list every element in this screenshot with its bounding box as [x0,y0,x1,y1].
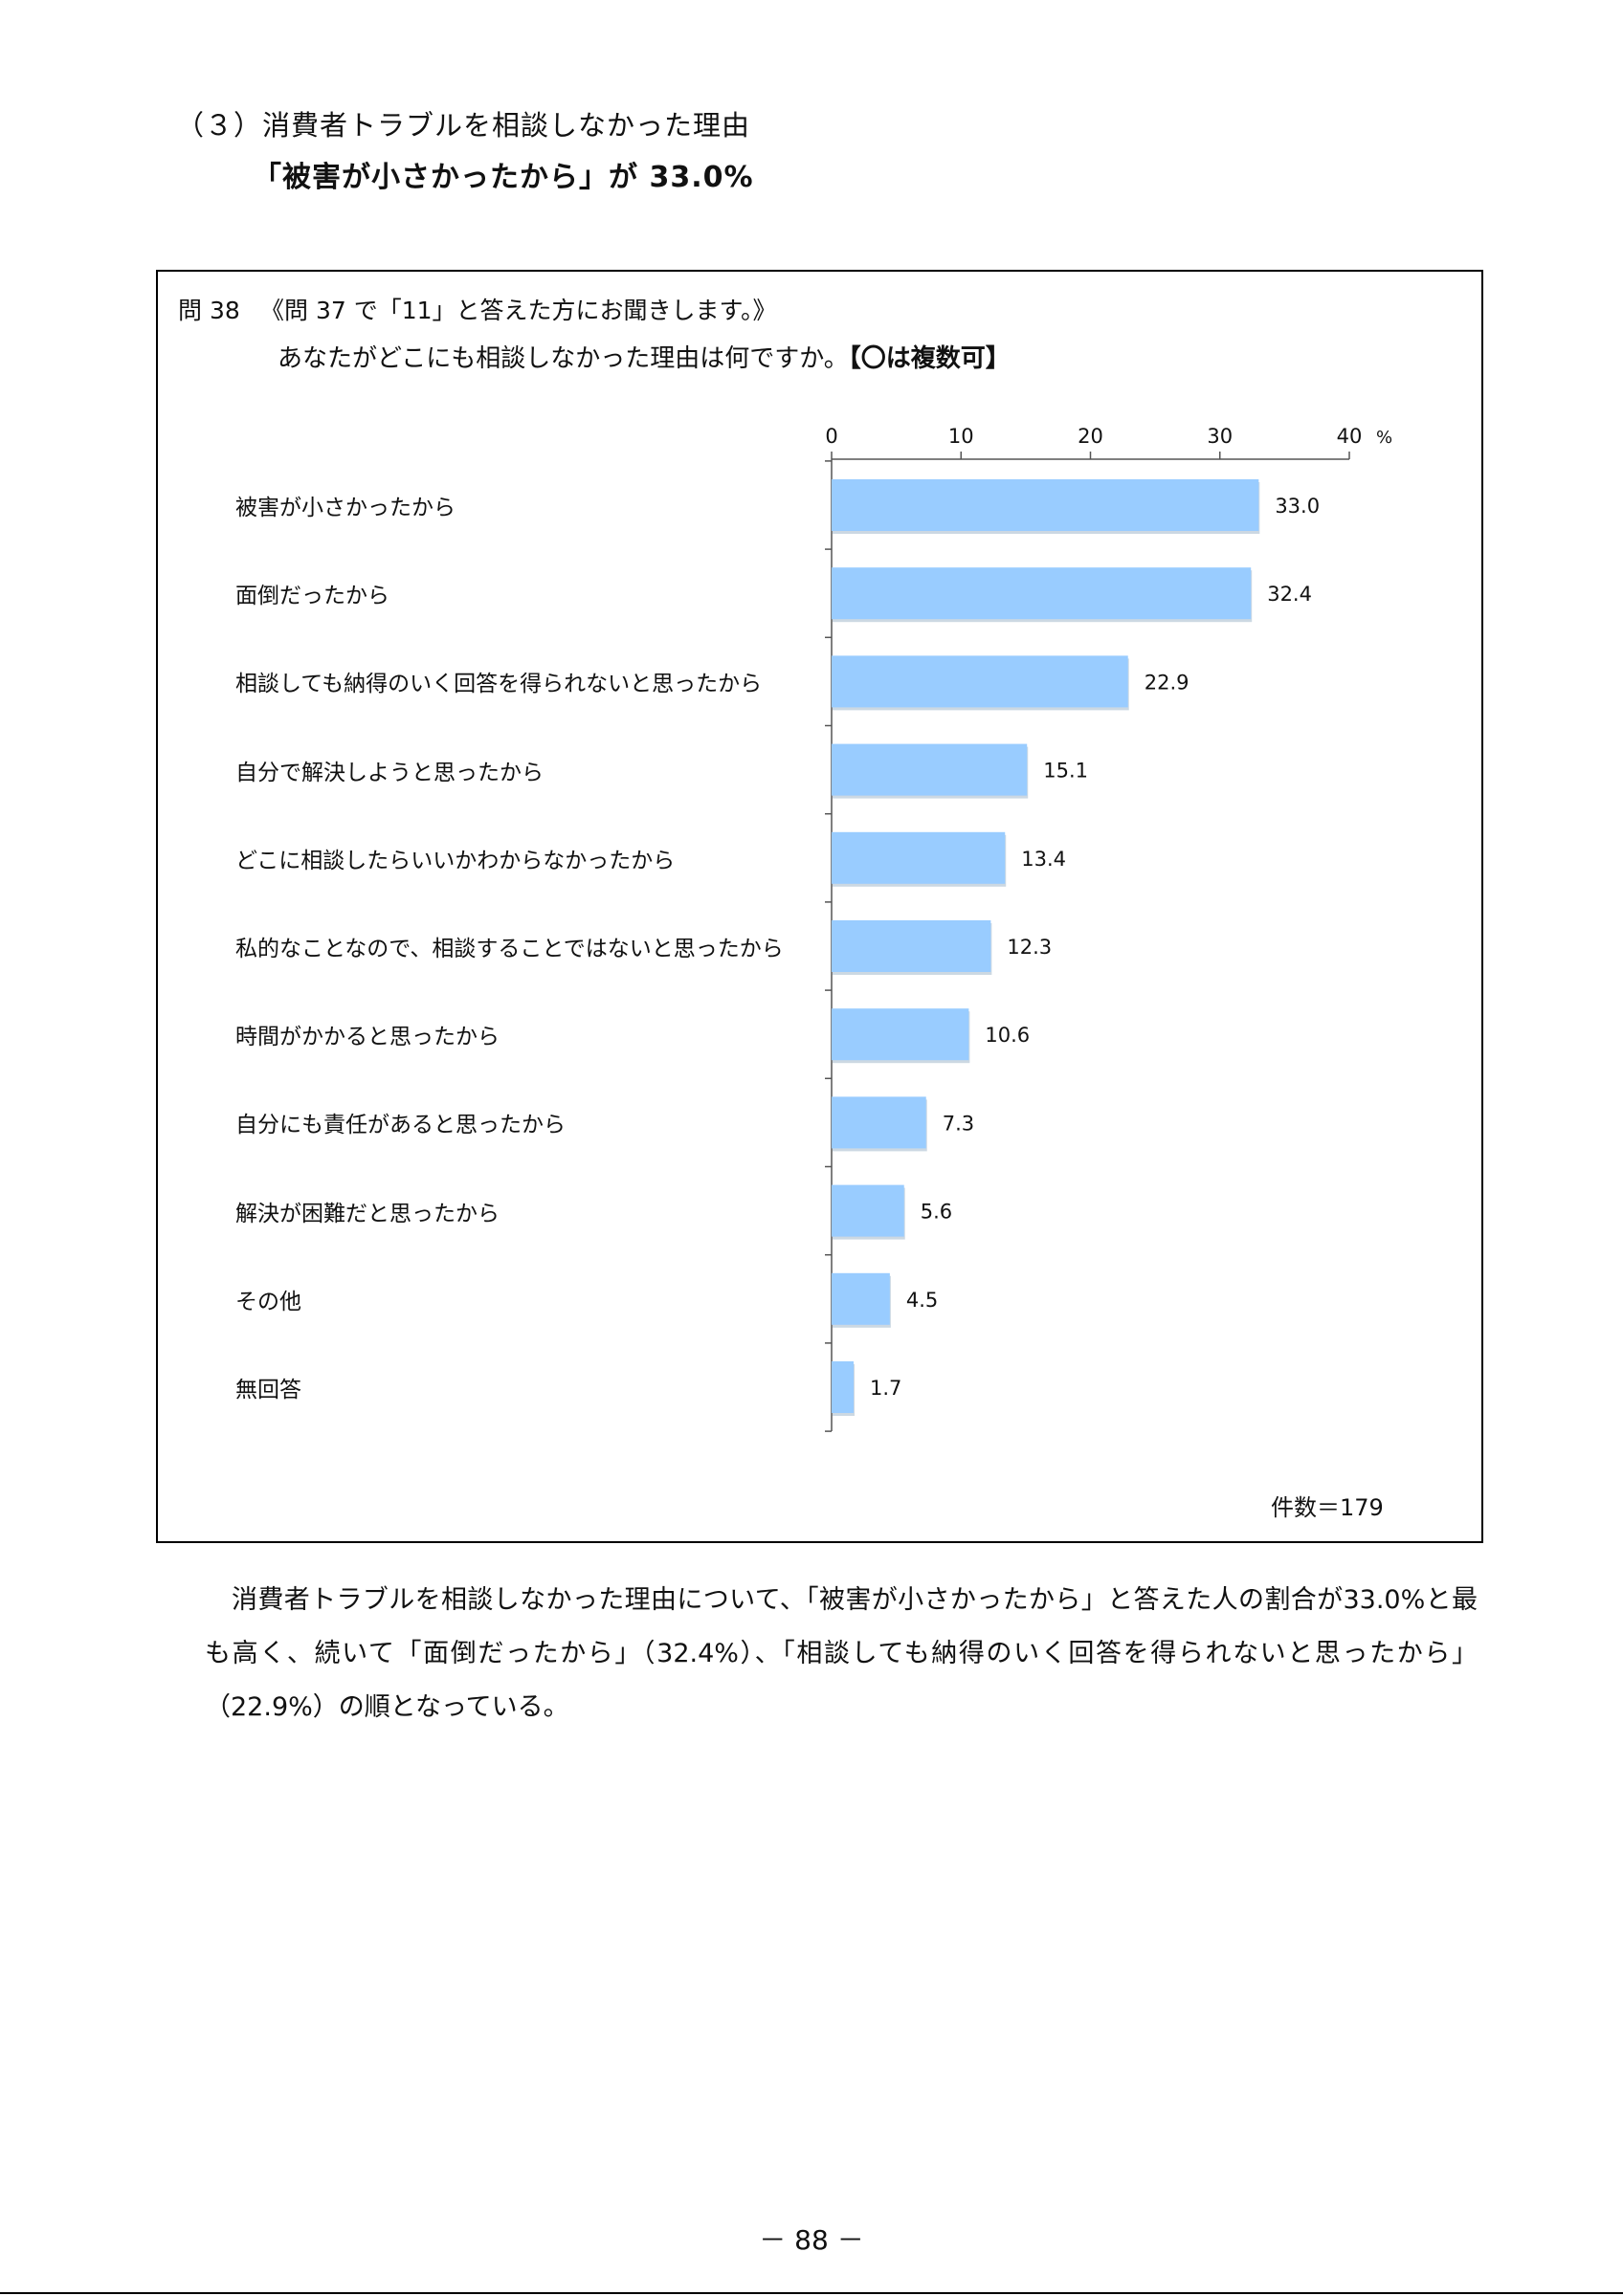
category-label: 相談しても納得のいく回答を得られないと思ったから [235,672,763,697]
x-tick-label: 0 [825,425,837,448]
footer-rule [0,2292,1623,2294]
bar-value-label: 12.3 [1007,936,1052,959]
bar [832,1184,904,1237]
body-paragraph: 消費者トラブルを相談しなかった理由について、「被害が小さかったから」と答えた人の… [205,1574,1478,1734]
question-text: あなたがどこにも相談しなかった理由は何ですか。 [278,344,849,373]
category-label: 時間がかかると思ったから [235,1025,500,1050]
bar-value-label: 33.0 [1275,495,1320,518]
category-label: 無回答 [235,1378,301,1402]
bar-value-label: 32.4 [1267,583,1312,606]
bar-value-label: 5.6 [921,1201,952,1224]
question-note: 【〇は複数可】 [848,344,1011,373]
bar-value-label: 22.9 [1145,671,1189,694]
bar-value-label: 10.6 [985,1024,1030,1047]
bar [832,479,1259,531]
category-label: 私的なことなので、相談することではないと思ったから [235,937,784,961]
x-tick-label: 20 [1078,425,1103,448]
bar-value-label: 13.4 [1021,848,1066,871]
category-label: 被害が小さかったから [235,496,456,520]
x-tick-label: 30 [1207,425,1233,448]
category-label: どこに相談したらいいかわからなかったから [235,848,676,873]
category-label: 自分にも責任があると思ったから [235,1113,566,1138]
bar-value-label: 7.3 [943,1112,974,1135]
bar-value-label: 4.5 [906,1289,938,1312]
section-subheading: 「被害が小さかったから」が 33.0% [253,161,754,194]
bar [832,1096,926,1149]
question-condition: 《問 37 で「11」と答えた方にお聞きします。》 [260,297,777,324]
page-number: － 88 － [759,2224,864,2256]
bar [832,831,1006,884]
bar-value-label: 15.1 [1043,760,1088,783]
bar [832,1008,969,1061]
x-axis-unit: % [1376,428,1392,448]
question-number: 問 38 [178,297,240,324]
section-heading: （３）消費者トラブルを相談しなかった理由 [176,109,751,142]
bar [832,1361,854,1413]
bar [832,920,991,972]
bar [832,743,1028,796]
bar [832,655,1128,708]
category-label: その他 [235,1289,301,1314]
body-paragraph-text: 消費者トラブルを相談しなかった理由について、「被害が小さかったから」と答えた人の… [205,1585,1478,1722]
count-label: 件数＝179 [1271,1494,1384,1521]
category-label: 自分で解決しようと思ったから [235,760,544,785]
bar-chart: 0 10 20 30 40 % 33.0 32.4 22.9 15.1 13.4 12.3 10.6 7.… [825,425,1392,1432]
bar-value-label: 1.7 [870,1377,901,1400]
question-text-line: あなたがどこにも相談しなかった理由は何ですか。【〇は複数可】 [278,339,1011,374]
bar [832,567,1252,620]
bar [832,1272,890,1325]
chart-frame [156,270,1483,1543]
category-label: 解決が困難だと思ったから [235,1201,500,1226]
category-label: 面倒だったから [235,584,389,609]
x-tick-label: 40 [1337,425,1363,448]
x-tick-label: 10 [948,425,974,448]
